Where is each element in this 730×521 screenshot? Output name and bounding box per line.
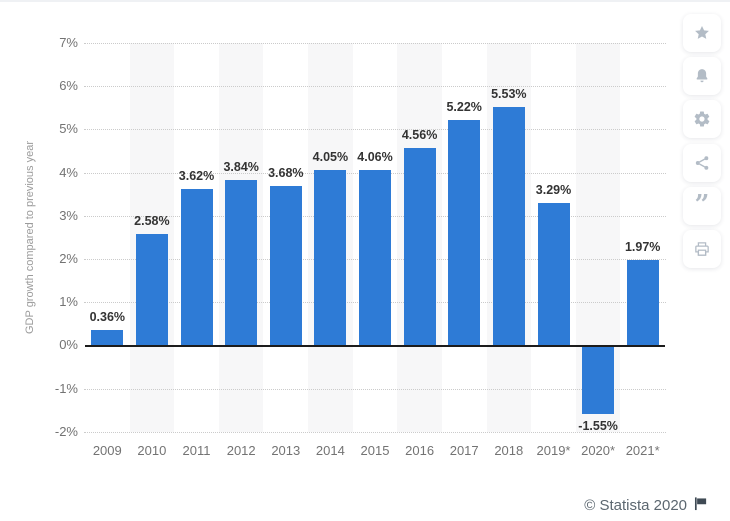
quote-icon: ”: [694, 189, 710, 220]
x-axis-tick: 2015: [360, 442, 390, 458]
x-axis-tick: 2010: [137, 442, 167, 458]
bar-value-label: 3.29%: [535, 183, 572, 198]
notifications-button[interactable]: [683, 57, 721, 96]
print-icon: [693, 240, 711, 258]
x-axis-tick: 2013: [271, 442, 301, 458]
bar-2012[interactable]: [225, 179, 258, 346]
cite-button[interactable]: ”: [683, 186, 721, 225]
x-axis-tick: 2016: [405, 442, 435, 458]
x-axis-tick: 2009: [92, 442, 122, 458]
y-axis-tick: 2%: [59, 251, 78, 266]
y-axis-tick: 1%: [59, 294, 78, 310]
bar-value-label: -1.55%: [578, 419, 618, 434]
share-icon: [693, 154, 711, 172]
y-axis-tick: 7%: [59, 35, 78, 50]
bar-value-label: 3.84%: [223, 159, 259, 174]
bar-2019*[interactable]: [537, 203, 570, 346]
bar-value-label: 4.06%: [357, 150, 393, 164]
x-axis-tick: 2014: [315, 442, 345, 458]
y-axis-tick: 6%: [59, 78, 78, 94]
share-button[interactable]: [683, 143, 721, 182]
x-axis-tick: 2017: [449, 442, 479, 458]
bar-2013[interactable]: [269, 186, 302, 346]
flag-icon: [693, 496, 708, 515]
bar-2015[interactable]: [359, 170, 391, 346]
bar-value-label: 3.68%: [268, 166, 304, 181]
y-axis-tick: 5%: [59, 121, 78, 137]
bar-value-label: 3.62%: [178, 169, 215, 183]
gridline: [84, 43, 666, 44]
y-axis-tick: -1%: [54, 380, 78, 396]
bar-value-label: 0.36%: [89, 309, 126, 324]
gridline: [84, 129, 666, 131]
bar-2014[interactable]: [314, 170, 347, 346]
x-axis-tick: 2019*: [536, 442, 571, 458]
settings-button[interactable]: [683, 100, 721, 139]
bar-2021*[interactable]: [626, 260, 659, 346]
bar-value-label: 4.56%: [401, 128, 438, 143]
favorite-button[interactable]: [683, 14, 721, 52]
page-top-border: [0, 0, 730, 2]
gridline: [84, 86, 666, 88]
bar-value-label: 2.58%: [134, 213, 170, 228]
bar-2010[interactable]: [135, 233, 168, 346]
bar-2009[interactable]: [91, 329, 124, 346]
bar-2017[interactable]: [448, 119, 481, 346]
bar-2018[interactable]: [492, 106, 525, 346]
copyright-text: © Statista 2020: [584, 497, 687, 514]
x-axis-tick: 2020*: [581, 442, 616, 458]
bar-2020*[interactable]: [582, 347, 615, 415]
bar-value-label: 5.22%: [446, 99, 482, 114]
copyright-notice: © Statista 2020: [584, 496, 708, 515]
bell-icon: [693, 67, 711, 85]
star-icon: [693, 24, 711, 42]
y-axis-tick: 4%: [59, 164, 78, 180]
gear-icon: [693, 110, 711, 128]
bar-value-label: 4.05%: [312, 150, 349, 165]
gridline: [84, 431, 666, 433]
x-axis-tick: 2021*: [625, 442, 660, 458]
bar-value-label: 1.97%: [624, 240, 661, 255]
bar-2011[interactable]: [180, 189, 213, 346]
y-axis-tick: 3%: [59, 207, 78, 223]
print-button[interactable]: [683, 230, 721, 268]
x-axis-tick: 2011: [182, 442, 211, 458]
gridline: [84, 388, 666, 390]
x-axis-tick: 2018: [494, 442, 524, 458]
y-axis-tick: 0%: [59, 337, 78, 353]
bar-value-label: 5.53%: [491, 86, 527, 101]
bar-2016[interactable]: [403, 148, 436, 346]
y-axis-tick: -2%: [54, 423, 78, 439]
zero-axis-line: [85, 345, 665, 348]
x-axis-tick: 2012: [226, 442, 256, 458]
plot-area: 0.36% 2.58% 3.62% 3.84% 3.68% 4.05% 4.06% 4.56%…: [84, 43, 666, 434]
